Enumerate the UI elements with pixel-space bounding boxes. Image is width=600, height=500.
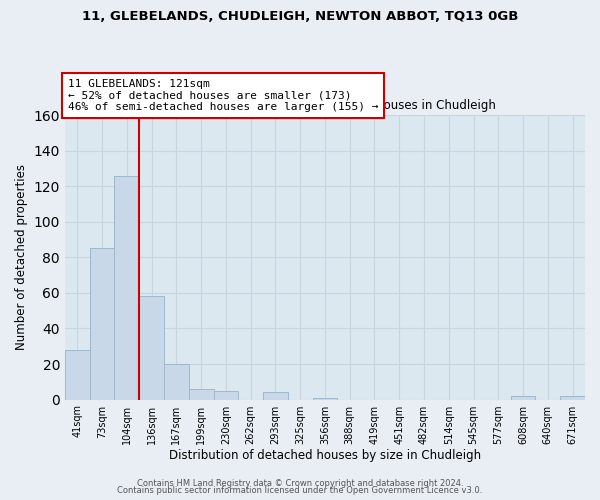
Bar	[214, 390, 238, 400]
Bar	[164, 364, 189, 400]
Text: 11, GLEBELANDS, CHUDLEIGH, NEWTON ABBOT, TQ13 0GB: 11, GLEBELANDS, CHUDLEIGH, NEWTON ABBOT,…	[82, 10, 518, 23]
Bar	[139, 296, 164, 400]
Bar	[189, 389, 214, 400]
Text: Contains public sector information licensed under the Open Government Licence v3: Contains public sector information licen…	[118, 486, 482, 495]
Bar	[65, 350, 89, 400]
X-axis label: Distribution of detached houses by size in Chudleigh: Distribution of detached houses by size …	[169, 450, 481, 462]
Bar	[313, 398, 337, 400]
Bar	[263, 392, 288, 400]
Y-axis label: Number of detached properties: Number of detached properties	[15, 164, 28, 350]
Bar	[89, 248, 115, 400]
Bar	[511, 396, 535, 400]
Text: 11 GLEBELANDS: 121sqm
← 52% of detached houses are smaller (173)
46% of semi-det: 11 GLEBELANDS: 121sqm ← 52% of detached …	[68, 79, 378, 112]
Text: Contains HM Land Registry data © Crown copyright and database right 2024.: Contains HM Land Registry data © Crown c…	[137, 478, 463, 488]
Bar	[115, 176, 139, 400]
Title: Size of property relative to detached houses in Chudleigh: Size of property relative to detached ho…	[155, 100, 496, 112]
Bar	[560, 396, 585, 400]
